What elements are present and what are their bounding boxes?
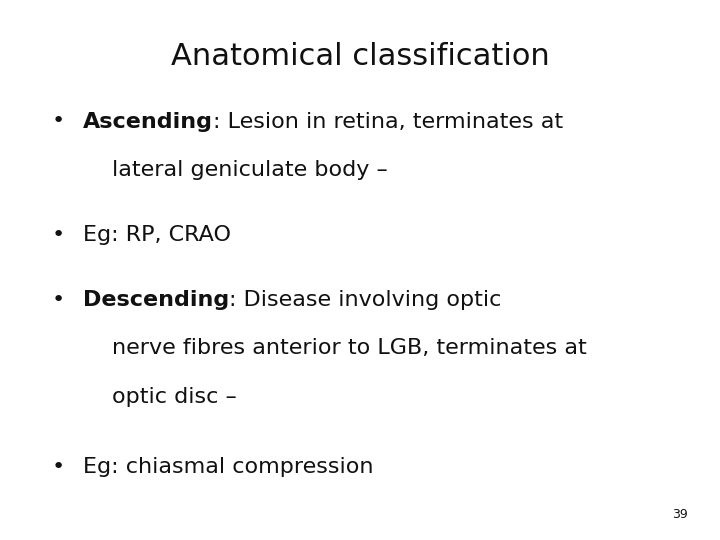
Text: : Lesion in retina, terminates at: : Lesion in retina, terminates at <box>213 111 563 132</box>
Text: 39: 39 <box>672 508 688 521</box>
Text: •: • <box>52 457 65 477</box>
Text: Eg: RP, CRAO: Eg: RP, CRAO <box>83 225 231 245</box>
Text: Ascending: Ascending <box>83 111 213 132</box>
Text: •: • <box>52 289 65 310</box>
Text: optic disc –: optic disc – <box>112 387 236 407</box>
Text: Eg: chiasmal compression: Eg: chiasmal compression <box>83 457 373 477</box>
Text: lateral geniculate body –: lateral geniculate body – <box>112 160 387 180</box>
Text: Descending: Descending <box>83 289 229 310</box>
Text: : Disease involving optic: : Disease involving optic <box>229 289 501 310</box>
Text: nerve fibres anterior to LGB, terminates at: nerve fibres anterior to LGB, terminates… <box>112 338 586 359</box>
Text: •: • <box>52 111 65 132</box>
Text: Anatomical classification: Anatomical classification <box>171 42 549 71</box>
Text: •: • <box>52 225 65 245</box>
